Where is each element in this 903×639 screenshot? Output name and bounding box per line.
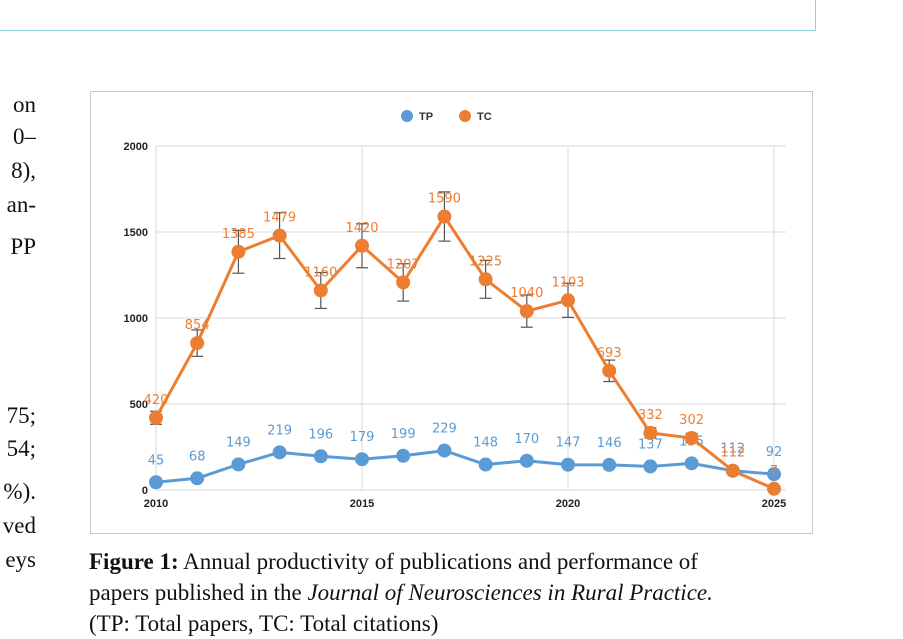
- left-text-line: 8),: [11, 158, 36, 183]
- data-point-tc: [313, 283, 328, 298]
- data-point-tc: [519, 304, 534, 319]
- data-label-tp: 179: [350, 430, 375, 445]
- data-point-tc: [355, 238, 369, 253]
- data-label-tp: 92: [766, 445, 783, 460]
- series-line-tc: [154, 215, 775, 491]
- data-point-tc: [478, 272, 493, 287]
- left-text-line: PP: [10, 234, 36, 259]
- left-text-line: on: [13, 92, 36, 117]
- data-point-tp: [767, 467, 781, 482]
- data-label-tc: 1590: [428, 192, 461, 207]
- data-point-tp: [519, 453, 534, 468]
- top-text-box: [0, 0, 816, 31]
- data-label-tc: 332: [638, 408, 663, 423]
- data-point-tc: [231, 244, 246, 259]
- data-label-tp: 68: [189, 449, 206, 464]
- y-tick-label: 0: [142, 485, 148, 497]
- y-tick-label: 2000: [124, 141, 148, 153]
- legend-marker: [401, 110, 413, 122]
- left-text-line: ved: [2, 513, 36, 538]
- data-label-tc: 854: [185, 318, 210, 333]
- left-text-line: 0–: [13, 124, 36, 149]
- data-point-tp: [561, 457, 575, 472]
- data-label-tc: 1040: [510, 286, 543, 301]
- data-label-tp: 149: [226, 435, 251, 450]
- data-point-tc: [272, 228, 287, 243]
- data-point-tp: [437, 443, 452, 458]
- data-point-tc: [396, 275, 411, 290]
- figure-caption: Figure 1: Annual productivity of publica…: [89, 546, 819, 639]
- data-point-tc: [767, 481, 781, 496]
- data-label-tc: 1207: [387, 257, 420, 272]
- data-point-tc: [561, 293, 575, 308]
- data-label-tp: 229: [432, 422, 457, 437]
- data-point-tp: [313, 449, 328, 464]
- legend-label: TP: [419, 111, 433, 123]
- x-tick-label: 2020: [556, 498, 580, 510]
- data-point-tp: [149, 475, 163, 490]
- data-label-tp: 199: [391, 427, 416, 442]
- data-point-tc: [149, 410, 163, 425]
- left-text-line: %).: [3, 479, 36, 504]
- data-point-tp: [190, 471, 205, 486]
- left-text-line: eys: [5, 547, 36, 572]
- data-point-tp: [478, 457, 493, 472]
- data-point-tc: [684, 431, 699, 446]
- data-point-tp: [231, 457, 246, 472]
- x-tick-label: 2025: [762, 498, 786, 510]
- y-tick-label: 1500: [124, 227, 148, 239]
- data-point-tc: [190, 336, 205, 351]
- series-line-tp: [155, 449, 775, 484]
- data-label-tc: 420: [144, 393, 169, 408]
- data-point-tc: [602, 363, 617, 378]
- x-tick-label: 2010: [144, 498, 168, 510]
- left-text-line: 75;: [6, 403, 36, 428]
- data-label-tp: 148: [473, 436, 498, 451]
- data-label-tc: 112: [720, 446, 745, 461]
- data-label-tp: 112: [720, 442, 745, 457]
- data-point-tp: [643, 459, 658, 474]
- data-point-tp: [684, 456, 699, 471]
- legend-marker: [459, 110, 471, 122]
- data-point-tp: [272, 445, 287, 460]
- y-tick-label: 500: [130, 399, 148, 411]
- data-label-tp: 146: [597, 436, 622, 451]
- x-tick-label: 2015: [350, 498, 374, 510]
- data-label-tc: 7: [770, 464, 778, 479]
- data-label-tp: 45: [148, 453, 165, 468]
- data-point-tp: [602, 457, 617, 472]
- caption-line-1: Figure 1: Annual productivity of publica…: [89, 546, 819, 577]
- data-point-tc: [725, 463, 740, 478]
- data-label-tc: 1479: [263, 211, 296, 226]
- figure-chart-frame: 0 500 1000 1500 2000 2010 2015 2020 2025 TP TC 45 68…: [90, 91, 813, 534]
- data-label-tc: 1225: [469, 254, 502, 269]
- y-tick-label: 1000: [124, 313, 148, 325]
- caption-journal: Journal of Neurosciences in Rural Practi…: [307, 580, 713, 605]
- data-label-tc: 1385: [222, 227, 255, 242]
- data-label-tp: 196: [308, 427, 333, 442]
- data-label-tc: 693: [597, 346, 622, 361]
- data-label-tc: 1103: [551, 275, 584, 290]
- line-chart: 0 500 1000 1500 2000 2010 2015 2020 2025 TP TC 45 68…: [124, 110, 786, 510]
- legend-label: TC: [477, 111, 492, 123]
- caption-text: Annual productivity of publications and …: [183, 549, 698, 574]
- data-label-tp: 219: [267, 423, 292, 438]
- data-label-tp: 147: [556, 436, 581, 451]
- data-label-tp: 137: [638, 437, 663, 452]
- data-point-tp: [355, 452, 369, 467]
- data-label-tc: 302: [679, 413, 704, 428]
- caption-text: papers published in the: [89, 580, 302, 605]
- left-text-line: 54;: [6, 436, 36, 461]
- data-label-tp: 170: [514, 432, 539, 447]
- caption-label: Figure 1:: [89, 549, 179, 574]
- data-label-tc: 1160: [304, 265, 337, 280]
- caption-line-2: papers published in the Journal of Neuro…: [89, 577, 819, 608]
- data-point-tc: [437, 209, 452, 224]
- data-point-tc: [643, 425, 658, 440]
- data-label-tc: 1420: [345, 221, 378, 236]
- left-text-line: an-: [6, 192, 36, 217]
- data-point-tp: [396, 448, 411, 463]
